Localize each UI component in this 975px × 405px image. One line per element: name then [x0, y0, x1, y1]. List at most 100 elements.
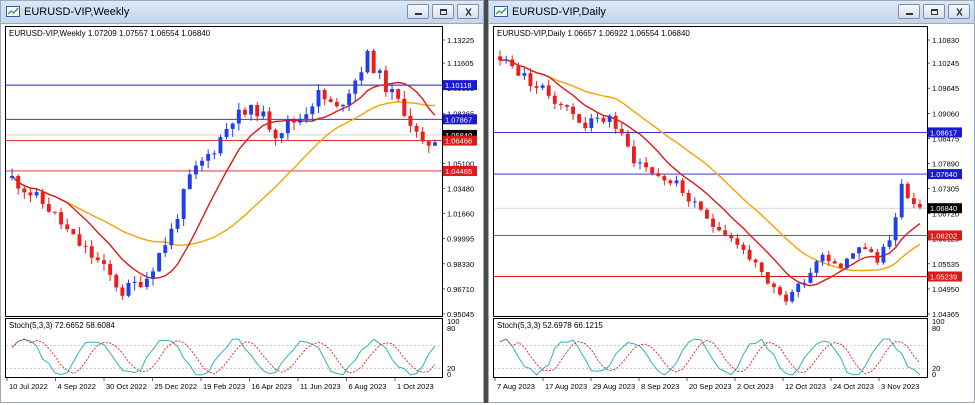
candle[interactable]	[911, 192, 916, 209]
candle[interactable]	[414, 123, 419, 138]
candle[interactable]	[607, 114, 612, 128]
candle[interactable]	[802, 278, 807, 288]
candle[interactable]	[619, 123, 624, 137]
candle[interactable]	[656, 168, 661, 178]
candle[interactable]	[589, 114, 594, 132]
candle[interactable]	[267, 107, 272, 133]
candle[interactable]	[206, 149, 211, 169]
candle[interactable]	[571, 103, 576, 121]
candle[interactable]	[187, 169, 192, 190]
candle[interactable]	[899, 179, 904, 220]
candle[interactable]	[334, 97, 339, 109]
candle[interactable]	[765, 271, 770, 285]
candle[interactable]	[102, 253, 106, 271]
candle[interactable]	[432, 139, 437, 147]
candle[interactable]	[540, 83, 545, 91]
candle[interactable]	[729, 232, 734, 243]
candle[interactable]	[408, 108, 413, 133]
candle[interactable]	[680, 178, 685, 197]
candle[interactable]	[157, 252, 162, 272]
candle[interactable]	[723, 224, 728, 237]
candle[interactable]	[711, 213, 715, 233]
candle[interactable]	[359, 66, 364, 86]
candle[interactable]	[759, 261, 764, 276]
candle[interactable]	[53, 211, 57, 215]
candle[interactable]	[298, 113, 303, 126]
candle[interactable]	[528, 68, 533, 92]
candle[interactable]	[498, 50, 502, 66]
candle[interactable]	[365, 49, 370, 74]
candle[interactable]	[426, 140, 431, 154]
candle[interactable]	[638, 158, 642, 170]
candle[interactable]	[735, 233, 740, 249]
candle[interactable]	[151, 267, 155, 286]
candle[interactable]	[863, 242, 868, 250]
candle[interactable]	[273, 128, 278, 146]
candle[interactable]	[83, 240, 88, 254]
candle[interactable]	[558, 101, 563, 110]
candle[interactable]	[132, 275, 137, 291]
candle[interactable]	[662, 173, 667, 186]
stoch-signal-line[interactable]	[499, 338, 921, 375]
close-button[interactable]	[948, 4, 970, 19]
candle[interactable]	[22, 185, 27, 199]
candle[interactable]	[59, 207, 64, 230]
minimize-button[interactable]	[898, 4, 920, 19]
candle[interactable]	[40, 188, 45, 209]
candle[interactable]	[826, 250, 831, 266]
candle[interactable]	[595, 113, 600, 123]
candle[interactable]	[869, 246, 874, 253]
candle[interactable]	[698, 200, 703, 212]
candle[interactable]	[163, 237, 168, 257]
candle[interactable]	[601, 115, 606, 125]
candle[interactable]	[778, 284, 782, 297]
candle[interactable]	[814, 259, 819, 278]
candle[interactable]	[881, 243, 886, 265]
candle[interactable]	[546, 80, 551, 100]
candle[interactable]	[705, 207, 709, 220]
candle[interactable]	[390, 83, 394, 101]
candle[interactable]	[249, 104, 254, 121]
candle[interactable]	[89, 240, 94, 265]
candle[interactable]	[310, 103, 315, 122]
candle[interactable]	[875, 248, 880, 266]
candle[interactable]	[285, 115, 290, 140]
candle[interactable]	[371, 48, 376, 74]
candle[interactable]	[224, 122, 229, 140]
candle[interactable]	[255, 101, 260, 122]
candle[interactable]	[10, 168, 15, 181]
candle[interactable]	[261, 105, 266, 120]
candle[interactable]	[95, 252, 100, 263]
candle[interactable]	[218, 134, 223, 156]
candle[interactable]	[771, 281, 776, 294]
candle[interactable]	[552, 91, 557, 110]
candle[interactable]	[625, 129, 630, 148]
candle[interactable]	[692, 197, 697, 208]
candle[interactable]	[279, 132, 284, 143]
candle[interactable]	[200, 157, 205, 172]
minimize-button[interactable]	[407, 4, 429, 19]
weekly-title-bar[interactable]: EURUSD-VIP,Weekly	[1, 1, 483, 24]
candle[interactable]	[650, 166, 655, 176]
weekly-chart-window[interactable]: EURUSD-VIP,Weekly EURUSD-VIP,Weekly 1.07…	[0, 0, 484, 403]
candle[interactable]	[565, 104, 569, 111]
close-button[interactable]	[457, 4, 479, 19]
candle[interactable]	[644, 157, 649, 172]
candle[interactable]	[316, 84, 321, 114]
candle[interactable]	[753, 258, 758, 268]
ma-slow-line[interactable]	[499, 59, 921, 272]
candle[interactable]	[181, 188, 186, 226]
candle[interactable]	[236, 102, 241, 131]
candle[interactable]	[46, 197, 51, 213]
candle[interactable]	[796, 281, 801, 298]
candle[interactable]	[668, 179, 673, 186]
candle[interactable]	[820, 252, 825, 267]
candle[interactable]	[583, 116, 588, 132]
candle[interactable]	[114, 273, 119, 292]
candle[interactable]	[808, 267, 813, 284]
candle[interactable]	[353, 78, 358, 102]
candle[interactable]	[918, 199, 922, 210]
candle[interactable]	[328, 96, 333, 103]
ma-fast-line[interactable]	[499, 59, 921, 287]
candle[interactable]	[717, 221, 722, 232]
